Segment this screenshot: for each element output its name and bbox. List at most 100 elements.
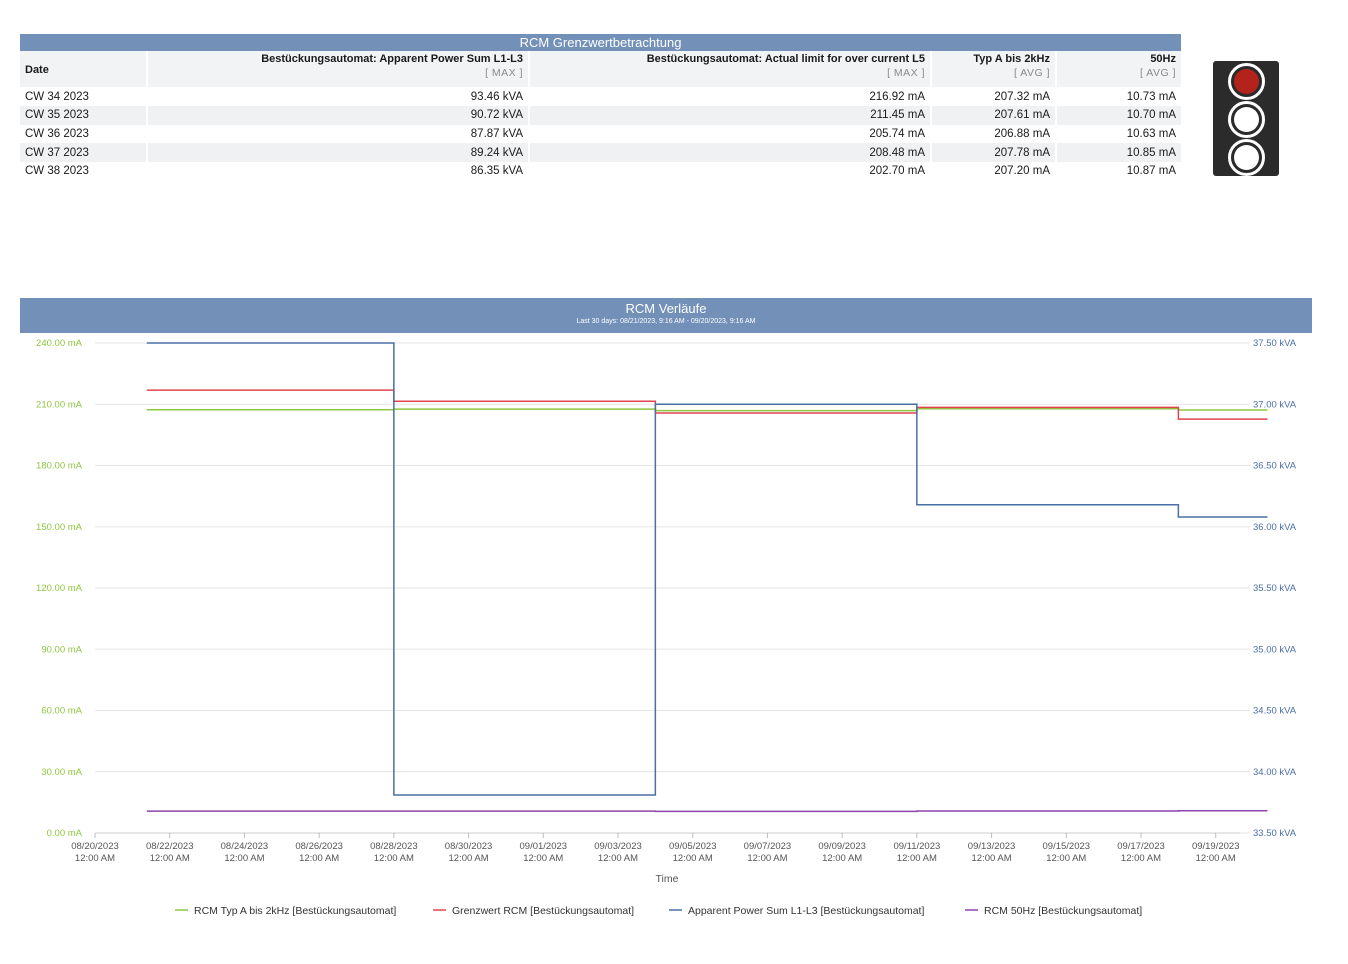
x-tick-label: 08/20/2023 (71, 841, 119, 852)
y-left-tick-label: 60.00 mA (41, 706, 82, 717)
x-tick-label: 08/26/2023 (295, 841, 343, 852)
cell-actual-limit: 208.48 mA (528, 143, 931, 162)
x-tick-label: 08/28/2023 (370, 841, 418, 852)
x-tick-label-time: 12:00 AM (972, 853, 1012, 864)
cell-typ-a: 207.20 mA (930, 161, 1056, 181)
y-right-tick-label: 34.50 kVA (1253, 706, 1297, 717)
x-tick-label-time: 12:00 AM (822, 853, 862, 864)
traffic-light-lamp-bottom (1228, 139, 1265, 176)
column-header-date[interactable]: Date (20, 51, 147, 87)
table-header-row: Date Bestückungsautomat: Apparent Power … (20, 51, 1181, 87)
y-left-tick-label: 150.00 mA (36, 522, 83, 533)
x-tick-label-time: 12:00 AM (1046, 853, 1086, 864)
column-header-50hz[interactable]: 50Hz[ AVG ] (1055, 51, 1181, 87)
cell-actual-limit: 211.45 mA (528, 106, 931, 125)
legend-item-label: Apparent Power Sum L1-L3 [Bestückungsaut… (688, 905, 924, 917)
column-header-typ-a[interactable]: Typ A bis 2kHz[ AVG ] (930, 51, 1056, 87)
y-right-tick-label: 35.00 kVA (1253, 644, 1297, 655)
x-tick-label-time: 12:00 AM (1121, 853, 1161, 864)
cell-apparent-power: 86.35 kVA (146, 161, 529, 181)
traffic-light-lamp-middle (1228, 101, 1265, 138)
y-right-tick-label: 34.00 kVA (1253, 767, 1297, 778)
x-tick-label: 09/17/2023 (1117, 841, 1165, 852)
cell-50hz: 10.63 mA (1055, 124, 1181, 144)
cell-apparent-power: 89.24 kVA (146, 143, 529, 162)
cell-date: CW 37 2023 (20, 143, 147, 162)
legend-item-label: Grenzwert RCM [Bestückungsautomat] (452, 905, 634, 917)
x-tick-label: 08/22/2023 (146, 841, 194, 852)
x-tick-label: 09/11/2023 (893, 841, 940, 852)
lamp-fill (1234, 69, 1259, 94)
x-tick-label-time: 12:00 AM (523, 853, 563, 864)
traffic-light (1213, 61, 1279, 176)
y-left-tick-label: 0.00 mA (47, 828, 83, 839)
cell-apparent-power: 90.72 kVA (146, 106, 529, 125)
legend-item-label: RCM 50Hz [Bestückungsautomat] (984, 905, 1142, 917)
y-left-tick-label: 30.00 mA (41, 767, 82, 778)
lamp-fill (1234, 107, 1259, 132)
x-axis-label: Time (656, 873, 679, 885)
y-right-tick-label: 33.50 kVA (1253, 828, 1297, 839)
x-tick-label: 09/13/2023 (968, 841, 1016, 852)
y-right-tick-label: 35.50 kVA (1253, 583, 1297, 594)
x-tick-label-time: 12:00 AM (150, 853, 190, 864)
x-tick-label: 09/19/2023 (1192, 841, 1240, 852)
cell-typ-a: 207.32 mA (930, 87, 1056, 107)
lamp-fill (1234, 145, 1259, 170)
table-title: RCM Grenzwertbetrachtung (20, 34, 1181, 51)
y-left-tick-label: 210.00 mA (36, 399, 83, 410)
y-left-tick-label: 240.00 mA (36, 338, 83, 349)
cell-date: CW 36 2023 (25, 127, 89, 140)
y-left-tick-label: 180.00 mA (36, 461, 83, 472)
cell-actual-limit: 216.92 mA (528, 87, 931, 107)
legend-item-label: RCM Typ A bis 2kHz [Bestückungsautomat] (194, 905, 396, 917)
rcm-chart-panel: RCM Verläufe Last 30 days: 08/21/2023, 9… (20, 298, 1312, 938)
y-right-tick-label: 37.00 kVA (1253, 399, 1297, 410)
table-row: CW 34 2023 93.46 kVA 216.92 mA 207.32 mA… (20, 87, 1181, 107)
cell-date: CW 35 2023 (20, 106, 147, 125)
x-tick-label-time: 12:00 AM (75, 853, 115, 864)
x-tick-label-time: 12:00 AM (224, 853, 264, 864)
x-tick-label: 09/01/2023 (520, 841, 568, 852)
x-tick-label-time: 12:00 AM (673, 853, 713, 864)
x-tick-label: 09/15/2023 (1043, 841, 1091, 852)
x-tick-label-time: 12:00 AM (299, 853, 339, 864)
chart-title: RCM Verläufe (625, 301, 707, 316)
cell-50hz: 10.85 mA (1055, 143, 1181, 162)
cell-50hz: 10.87 mA (1055, 161, 1181, 181)
traffic-light-lamp-top (1228, 63, 1265, 100)
cell-50hz: 10.70 mA (1055, 106, 1181, 125)
table-row: CW 38 2023 86.35 kVA 202.70 mA 207.20 mA… (20, 161, 1181, 181)
column-header-actual-limit[interactable]: Bestückungsautomat: Actual limit for ove… (528, 51, 931, 87)
cell-50hz: 10.73 mA (1055, 87, 1181, 107)
series-line-apparent-power-sum-l1-l3-best-ckungsautomat (146, 342, 1268, 796)
cell-typ-a: 207.61 mA (930, 106, 1056, 125)
x-tick-label: 08/30/2023 (445, 841, 493, 852)
column-header-apparent-power[interactable]: Bestückungsautomat: Apparent Power Sum L… (146, 51, 529, 87)
cell-actual-limit: 202.70 mA (528, 161, 931, 181)
y-left-tick-label: 90.00 mA (41, 644, 82, 655)
cell-typ-a: 206.88 mA (930, 124, 1056, 144)
y-left-tick-label: 120.00 mA (36, 583, 83, 594)
x-tick-label-time: 12:00 AM (449, 853, 489, 864)
rcm-line-chart[interactable]: 0.00 mA 30.00 mA 60.00 mA 90.00 mA 120.00 mA… (20, 298, 1312, 938)
x-tick-label-time: 12:00 AM (374, 853, 414, 864)
cell-typ-a: 207.78 mA (930, 143, 1056, 162)
x-tick-label: 09/03/2023 (594, 841, 642, 852)
x-tick-label: 09/07/2023 (744, 841, 792, 852)
limit-table-panel: RCM Grenzwertbetrachtung Date Bestückung… (20, 34, 1181, 181)
y-right-tick-label: 36.00 kVA (1253, 522, 1297, 533)
cell-date: CW 38 2023 (25, 165, 89, 178)
cell-actual-limit: 205.74 mA (528, 124, 931, 144)
cell-apparent-power: 93.46 kVA (146, 87, 529, 107)
table-row: CW 36 2023 87.87 kVA 205.74 mA 206.88 mA… (20, 124, 1181, 144)
y-right-tick-label: 36.50 kVA (1253, 461, 1297, 472)
y-right-tick-label: 37.50 kVA (1253, 338, 1297, 349)
table-row: CW 37 2023 89.24 kVA 208.48 mA 207.78 mA… (20, 143, 1181, 162)
x-tick-label-time: 12:00 AM (598, 853, 638, 864)
x-tick-label-time: 12:00 AM (897, 853, 937, 864)
x-tick-label: 09/09/2023 (818, 841, 866, 852)
limit-table: Date Bestückungsautomat: Apparent Power … (20, 51, 1181, 181)
table-row: CW 35 2023 90.72 kVA 211.45 mA 207.61 mA… (20, 106, 1181, 125)
cell-apparent-power: 87.87 kVA (146, 124, 529, 144)
